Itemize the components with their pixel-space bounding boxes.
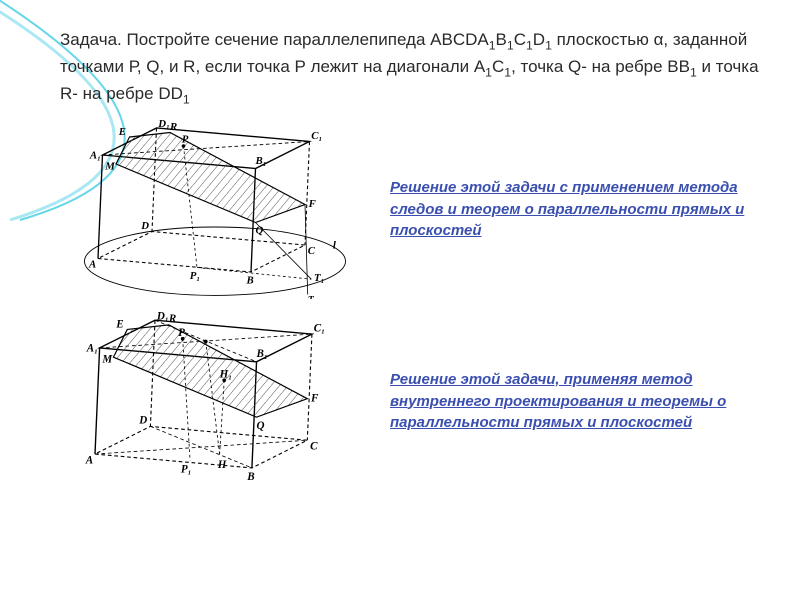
- svg-text:C: C: [308, 245, 316, 257]
- svg-text:P: P: [182, 134, 189, 146]
- svg-text:D₁: D₁: [157, 119, 170, 130]
- svg-text:D₁: D₁: [156, 311, 169, 322]
- svg-text:l: l: [333, 240, 336, 252]
- svg-text:M: M: [104, 161, 115, 173]
- figure-row-1: A₁ B₁ C₁ D₁ A B C D E R P M Q F P₁ T₁ T₂ l Решен…: [60, 119, 760, 299]
- svg-text:D: D: [140, 220, 149, 232]
- svg-text:E: E: [115, 319, 123, 331]
- svg-text:C₁: C₁: [311, 130, 322, 142]
- diagram-method-2: A₁ B₁ C₁ D₁ A B C D E R P M Q F H₁ P₁ H: [60, 311, 370, 491]
- svg-text:R: R: [169, 121, 177, 133]
- svg-text:A₁: A₁: [89, 150, 101, 162]
- svg-text:B₁: B₁: [255, 155, 267, 167]
- svg-text:A: A: [88, 259, 96, 271]
- svg-text:P₁: P₁: [190, 271, 200, 283]
- diagram-method-1: A₁ B₁ C₁ D₁ A B C D E R P M Q F P₁ T₁ T₂ l: [60, 119, 370, 299]
- svg-text:P₁: P₁: [181, 464, 192, 476]
- svg-text:F: F: [308, 199, 317, 211]
- problem-title: Задача. Постройте сечение параллелепипед…: [60, 28, 760, 109]
- figure-row-2: A₁ B₁ C₁ D₁ A B C D E R P M Q F H₁ P₁ H Решение …: [60, 311, 760, 491]
- svg-text:Q: Q: [256, 225, 264, 237]
- svg-text:C₁: C₁: [314, 323, 325, 335]
- svg-text:T₁: T₁: [314, 272, 324, 284]
- svg-text:M: M: [101, 354, 113, 366]
- svg-text:R: R: [168, 313, 176, 325]
- svg-text:E: E: [118, 127, 126, 139]
- svg-text:B₁: B₁: [256, 349, 268, 361]
- svg-text:F: F: [310, 393, 319, 405]
- svg-text:P: P: [178, 327, 185, 339]
- svg-text:B: B: [246, 471, 254, 483]
- svg-text:Q: Q: [257, 421, 265, 433]
- svg-text:T₂: T₂: [308, 295, 317, 299]
- svg-text:H₁: H₁: [219, 369, 232, 381]
- solution-link-2[interactable]: Решение этой задачи, применяя метод внут…: [390, 371, 726, 432]
- svg-text:B: B: [246, 275, 254, 287]
- svg-text:A: A: [85, 455, 93, 467]
- svg-text:A₁: A₁: [86, 343, 98, 355]
- svg-text:D: D: [138, 415, 147, 427]
- svg-text:H: H: [217, 459, 227, 471]
- svg-text:C: C: [310, 441, 318, 453]
- solution-link-1[interactable]: Решение этой задачи с применением метода…: [390, 179, 744, 240]
